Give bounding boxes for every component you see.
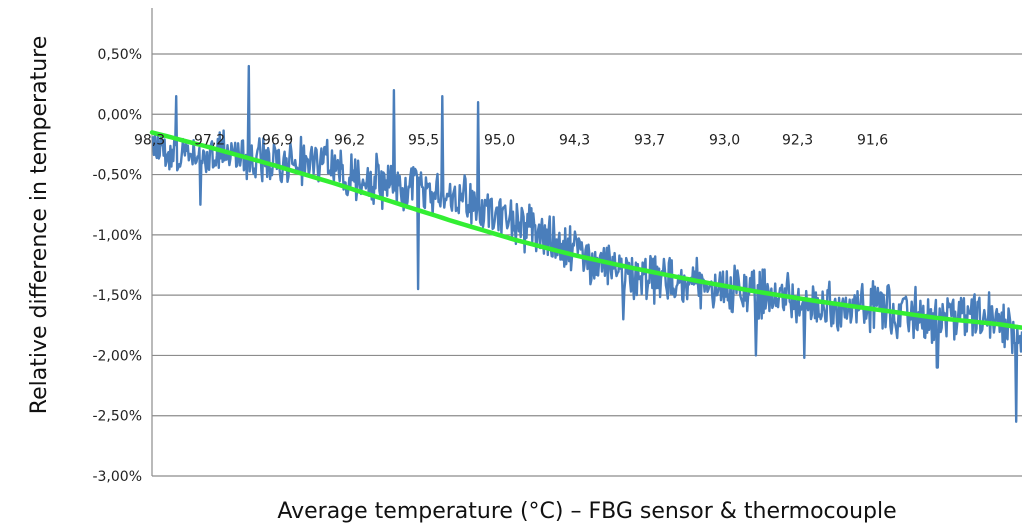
series-layer bbox=[149, 64, 1022, 423]
x-tick-label: 97,2 bbox=[194, 132, 225, 148]
trend-series-line bbox=[149, 130, 1022, 330]
x-tick-label: 96,2 bbox=[334, 132, 365, 148]
measured-series-line bbox=[151, 64, 1022, 423]
grid-lines bbox=[152, 53, 1022, 477]
x-tick-label: 91,6 bbox=[857, 132, 888, 148]
y-tick-label: -1,00% bbox=[92, 228, 142, 244]
x-tick-label: 93,7 bbox=[634, 132, 665, 148]
x-tick-label: 94,3 bbox=[559, 132, 590, 148]
y-tick-label: 0,00% bbox=[98, 107, 142, 123]
x-tick-label: 92,3 bbox=[782, 132, 813, 148]
x-tick-labels: 98,3 97,2 96,9 96,2 95,5 95,0 94,3 93,7 93,0 92,3… bbox=[134, 132, 888, 148]
y-tick-label: -1,50% bbox=[92, 288, 142, 304]
x-tick-label: 98,3 bbox=[134, 132, 165, 148]
y-tick-label: -3,00% bbox=[92, 469, 142, 485]
y-tick-labels: 0,50% 0,00% -0,50% -1,00% -1,50% -2,00% -2,50%… bbox=[92, 47, 142, 485]
x-tick-label: 96,9 bbox=[262, 132, 293, 148]
y-axis-title: Relative difference in temperature bbox=[27, 36, 52, 414]
y-tick-label: -2,00% bbox=[92, 348, 142, 364]
y-tick-label: 0,50% bbox=[98, 47, 142, 63]
x-tick-label: 95,0 bbox=[484, 132, 515, 148]
x-tick-label: 93,0 bbox=[709, 132, 740, 148]
y-tick-label: -0,50% bbox=[92, 168, 142, 184]
y-tick-label: -2,50% bbox=[92, 409, 142, 425]
x-axis-title: Average temperature (°C) – FBG sensor & … bbox=[277, 499, 896, 524]
x-tick-label: 95,5 bbox=[408, 132, 439, 148]
